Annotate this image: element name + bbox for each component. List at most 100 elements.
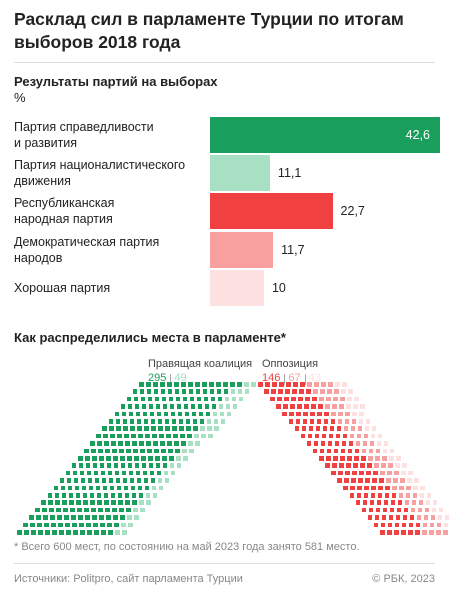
seat	[98, 448, 103, 454]
seat	[299, 389, 304, 394]
seat	[217, 396, 223, 402]
seat	[366, 470, 371, 476]
seat	[352, 470, 357, 476]
seat	[138, 433, 143, 439]
seat	[231, 396, 237, 402]
seat	[415, 530, 420, 535]
seat	[202, 382, 207, 387]
seat	[395, 515, 401, 520]
seat	[23, 522, 28, 528]
seat	[305, 396, 310, 402]
seat	[417, 507, 423, 513]
seat	[309, 419, 314, 424]
seat	[114, 411, 120, 417]
seat	[167, 389, 173, 394]
seat	[389, 507, 395, 513]
seat	[337, 478, 342, 483]
seat	[184, 411, 190, 417]
seat	[301, 426, 307, 431]
seat	[100, 522, 105, 528]
seat	[307, 382, 312, 387]
seat	[91, 448, 96, 454]
seat	[277, 396, 282, 402]
seat	[161, 448, 166, 454]
seat	[35, 507, 40, 513]
seat	[294, 426, 300, 431]
seat	[321, 433, 327, 439]
seat	[335, 433, 341, 439]
seat	[369, 441, 375, 446]
seat	[85, 515, 90, 520]
seat	[36, 515, 41, 520]
seat	[134, 515, 139, 520]
seat	[333, 396, 338, 402]
seat	[188, 441, 193, 446]
seat	[121, 411, 127, 417]
seat	[131, 433, 136, 439]
seat	[372, 478, 377, 483]
seat	[279, 382, 284, 387]
seat	[127, 404, 133, 409]
seat	[216, 382, 221, 387]
seat	[146, 500, 151, 505]
seat	[186, 426, 191, 431]
seat	[420, 485, 425, 491]
seat	[410, 507, 416, 513]
seat	[103, 433, 108, 439]
seat	[295, 419, 300, 424]
seat	[373, 470, 378, 476]
seat	[312, 396, 317, 402]
seat	[396, 456, 401, 461]
seat	[66, 530, 71, 535]
seat	[415, 522, 421, 528]
seat	[143, 419, 148, 424]
category-label: Партия справедливости и развития	[14, 120, 154, 150]
seat	[112, 448, 117, 454]
seat	[80, 530, 85, 535]
seat	[109, 485, 115, 491]
seat	[92, 515, 97, 520]
seat	[244, 382, 249, 387]
seat	[344, 478, 349, 483]
seat	[195, 389, 201, 394]
value-label: 42,6	[405, 128, 430, 142]
seat	[390, 500, 396, 505]
seat	[360, 463, 365, 468]
bar	[210, 231, 274, 268]
seat	[102, 426, 107, 431]
seat	[38, 530, 43, 535]
seat	[365, 419, 370, 424]
seat	[404, 500, 410, 505]
seat	[338, 411, 343, 417]
seat	[188, 389, 194, 394]
seat	[145, 433, 150, 439]
seat	[358, 419, 363, 424]
seat	[111, 500, 116, 505]
seat	[319, 456, 324, 461]
seat	[139, 441, 144, 446]
seat	[123, 426, 128, 431]
seat	[324, 411, 329, 417]
seat	[288, 419, 293, 424]
seat	[359, 411, 364, 417]
seat	[72, 470, 78, 476]
seat	[164, 478, 170, 483]
seat	[272, 382, 277, 387]
seat	[437, 515, 443, 520]
seat	[318, 404, 323, 409]
seat	[388, 463, 393, 468]
seat	[290, 404, 295, 409]
seat	[123, 485, 129, 491]
seat	[408, 470, 413, 476]
seat	[370, 493, 375, 498]
seat	[51, 522, 56, 528]
seat	[396, 507, 402, 513]
seat	[436, 522, 442, 528]
seat	[373, 522, 379, 528]
seat	[340, 448, 346, 454]
seat	[407, 478, 412, 483]
seat	[353, 463, 358, 468]
seat	[381, 515, 387, 520]
seat	[44, 522, 49, 528]
seat	[298, 396, 303, 402]
